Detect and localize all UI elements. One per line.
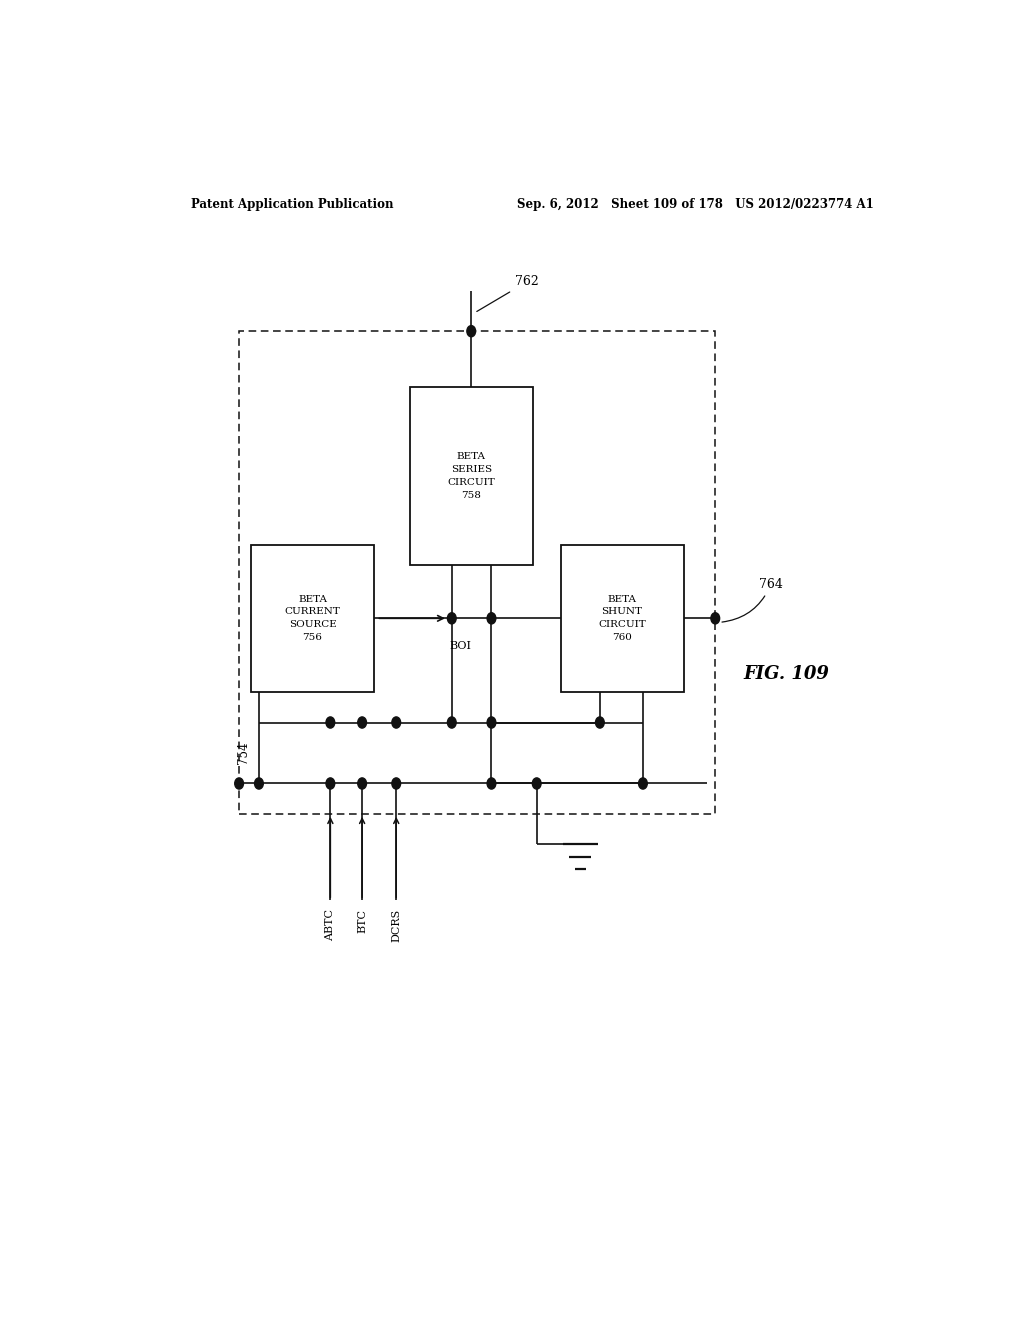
Text: 764: 764 (722, 578, 782, 622)
Text: ABTC: ABTC (326, 908, 336, 941)
Circle shape (467, 326, 475, 337)
Text: Patent Application Publication: Patent Application Publication (191, 198, 394, 210)
Bar (410, 387, 532, 565)
Bar (560, 545, 684, 692)
Text: BETA
SHUNT
CIRCUIT
760: BETA SHUNT CIRCUIT 760 (598, 594, 646, 642)
Circle shape (326, 777, 335, 789)
Circle shape (392, 777, 400, 789)
Text: BETA
CURRENT
SOURCE
756: BETA CURRENT SOURCE 756 (285, 594, 340, 642)
Circle shape (532, 777, 541, 789)
Text: 754: 754 (237, 742, 250, 764)
Circle shape (357, 717, 367, 729)
Text: BOI: BOI (450, 640, 471, 651)
Circle shape (326, 717, 335, 729)
Circle shape (447, 717, 456, 729)
Circle shape (234, 777, 244, 789)
Circle shape (487, 717, 496, 729)
Circle shape (447, 612, 456, 624)
Circle shape (357, 777, 367, 789)
Circle shape (487, 777, 496, 789)
Circle shape (711, 612, 720, 624)
Bar (251, 545, 374, 692)
Text: DCRS: DCRS (391, 908, 401, 941)
Text: Sep. 6, 2012   Sheet 109 of 178   US 2012/0223774 A1: Sep. 6, 2012 Sheet 109 of 178 US 2012/02… (517, 198, 873, 210)
Bar (240, 331, 715, 814)
Text: BETA
SERIES
CIRCUIT
758: BETA SERIES CIRCUIT 758 (447, 453, 496, 500)
Circle shape (487, 612, 496, 624)
Text: FIG. 109: FIG. 109 (743, 665, 828, 684)
Circle shape (392, 717, 400, 729)
Text: BTC: BTC (357, 908, 368, 932)
Circle shape (596, 717, 604, 729)
Text: 762: 762 (477, 276, 539, 312)
Circle shape (255, 777, 263, 789)
Circle shape (639, 777, 647, 789)
